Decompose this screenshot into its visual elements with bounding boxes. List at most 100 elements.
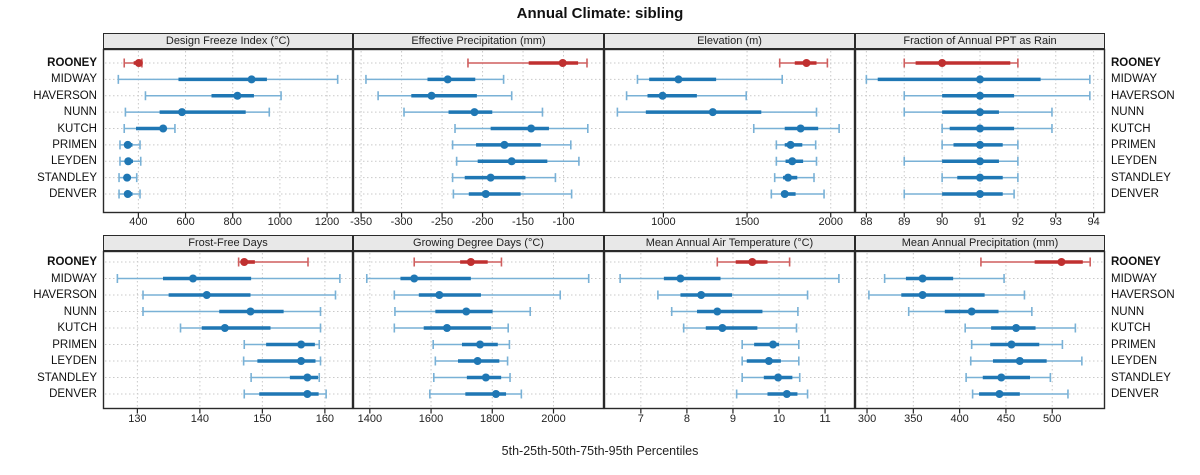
axis-tick-label-effective-precipitation-mm--100: -100 xyxy=(552,216,575,228)
median-dot xyxy=(976,190,984,198)
station-label-right-leyden: LEYDEN xyxy=(1111,155,1158,168)
interval-denver-frost-free-days xyxy=(243,389,327,399)
interval-denver-design-freeze-index-c xyxy=(118,189,141,199)
median-dot xyxy=(786,140,795,149)
interval-leyden-frost-free-days xyxy=(242,356,322,366)
median-dot xyxy=(303,390,312,398)
median-dot xyxy=(918,274,927,283)
median-dot xyxy=(558,59,567,67)
axis-tick-label-mean-annual-air-temperature-c-11: 11 xyxy=(819,413,831,425)
station-label-left-kutch: KUTCH xyxy=(57,322,97,334)
interval-denver-growing-degree-days-c xyxy=(429,389,523,399)
interval-standley-frost-free-days xyxy=(250,373,321,382)
interval-primen-design-freeze-index-c xyxy=(119,140,141,150)
median-dot xyxy=(473,357,482,365)
panel-title-mean-annual-precipitation-mm: Mean Annual Precipitation (mm) xyxy=(855,235,1105,251)
interval-rooney-elevation-m xyxy=(778,58,829,68)
station-label-left-primen: PRIMEN xyxy=(52,338,97,351)
axis-tick-label-design-freeze-index-c-600: 600 xyxy=(176,216,195,228)
interval-haverson-fraction-of-annual-ppt-as-rain xyxy=(903,91,1091,101)
median-dot xyxy=(247,75,256,84)
median-dot xyxy=(481,190,490,198)
interval-midway-mean-annual-precipitation-mm xyxy=(883,274,1005,283)
interval-denver-effective-precipitation-mm xyxy=(452,189,573,199)
median-dot xyxy=(976,91,984,100)
axis-tick-label-frost-free-days-130: 130 xyxy=(128,413,147,425)
interval-leyden-elevation-m xyxy=(775,156,818,166)
median-dot xyxy=(202,291,211,299)
axis-tick-label-fraction-of-annual-ppt-as-rain-92: 92 xyxy=(1011,216,1024,228)
median-dot xyxy=(303,373,312,382)
station-label-left-rooney: ROONEY xyxy=(47,57,97,69)
station-label-right-midway: MIDWAY xyxy=(1111,73,1157,86)
interval-nunn-frost-free-days xyxy=(142,307,322,316)
station-label-left-kutch: KUTCH xyxy=(57,122,97,135)
median-dot xyxy=(470,108,479,117)
median-dot xyxy=(123,140,132,149)
median-dot xyxy=(435,291,444,299)
axis-tick-label-fraction-of-annual-ppt-as-rain-94: 94 xyxy=(1087,216,1100,228)
median-dot xyxy=(780,190,789,198)
station-label-right-rooney: ROONEY xyxy=(1111,57,1161,69)
axis-tick-label-frost-free-days-140: 140 xyxy=(190,413,210,425)
interval-haverson-mean-annual-air-temperature-c xyxy=(657,290,809,300)
interval-midway-design-freeze-index-c xyxy=(117,74,339,84)
axis-tick-label-mean-annual-precipitation-mm-350: 350 xyxy=(904,413,923,425)
interval-nunn-effective-precipitation-mm xyxy=(403,107,544,117)
interval-midway-mean-annual-air-temperature-c xyxy=(619,274,840,283)
interval-leyden-effective-precipitation-mm xyxy=(455,156,580,166)
interval-primen-growing-degree-days-c xyxy=(432,340,511,349)
axis-tick-label-growing-degree-days-c-1600: 1600 xyxy=(418,413,444,425)
interval-primen-elevation-m xyxy=(775,140,817,150)
station-label-left-haverson: HAVERSON xyxy=(33,289,97,301)
interval-standley-growing-degree-days-c xyxy=(433,373,511,382)
panel-plot-growing-degree-days-c xyxy=(352,250,605,414)
median-dot xyxy=(427,91,436,100)
interval-midway-effective-precipitation-mm xyxy=(365,74,505,84)
axis-tick-label-mean-annual-precipitation-mm-300: 300 xyxy=(857,413,877,425)
panel-title-growing-degree-days-c: Growing Degree Days (°C) xyxy=(353,235,604,251)
interval-nunn-mean-annual-precipitation-mm xyxy=(907,307,1033,316)
station-label-right-denver: DENVER xyxy=(1111,188,1159,200)
median-dot xyxy=(240,258,249,266)
axis-tick-label-frost-free-days-150: 150 xyxy=(253,413,272,425)
median-dot xyxy=(788,157,797,166)
panel-border xyxy=(352,250,605,410)
station-label-right-standley: STANDLEY xyxy=(1111,171,1171,184)
axis-tick-label-fraction-of-annual-ppt-as-rain-90: 90 xyxy=(935,216,949,228)
panel-border xyxy=(603,250,856,410)
interval-primen-frost-free-days xyxy=(243,340,321,349)
median-dot xyxy=(976,173,984,182)
median-dot xyxy=(297,357,306,365)
interval-kutch-growing-degree-days-c xyxy=(393,323,509,333)
interval-rooney-frost-free-days xyxy=(237,257,309,267)
axis-tick-label-mean-annual-precipitation-mm-500: 500 xyxy=(1043,413,1062,425)
median-dot xyxy=(658,91,667,100)
interval-primen-fraction-of-annual-ppt-as-rain xyxy=(941,140,1019,150)
interval-rooney-effective-precipitation-mm xyxy=(467,58,588,68)
interval-midway-elevation-m xyxy=(636,74,784,84)
axis-tick-label-frost-free-days-160: 160 xyxy=(315,413,335,425)
median-dot xyxy=(159,124,168,133)
station-label-right-midway: MIDWAY xyxy=(1111,272,1157,285)
median-dot xyxy=(442,324,451,332)
median-dot xyxy=(462,307,471,316)
interval-kutch-design-freeze-index-c xyxy=(123,124,176,133)
station-label-right-kutch: KUTCH xyxy=(1111,322,1151,334)
panel-plot-elevation-m xyxy=(603,48,856,218)
median-dot xyxy=(976,124,984,133)
axis-tick-label-elevation-m-1500: 1500 xyxy=(734,216,760,228)
median-dot xyxy=(976,75,984,84)
panel-border xyxy=(854,48,1106,214)
interval-nunn-growing-degree-days-c xyxy=(394,307,532,316)
panel-border xyxy=(854,250,1106,410)
interval-denver-mean-annual-air-temperature-c xyxy=(735,389,809,399)
median-dot xyxy=(708,108,717,117)
panel-title-mean-annual-air-temperature-c: Mean Annual Air Temperature (°C) xyxy=(604,235,855,251)
median-dot xyxy=(189,274,197,283)
panel-border xyxy=(102,250,354,410)
axis-tick-label-growing-degree-days-c-2000: 2000 xyxy=(541,413,566,425)
median-dot xyxy=(123,190,132,198)
interval-standley-mean-annual-air-temperature-c xyxy=(741,373,801,382)
